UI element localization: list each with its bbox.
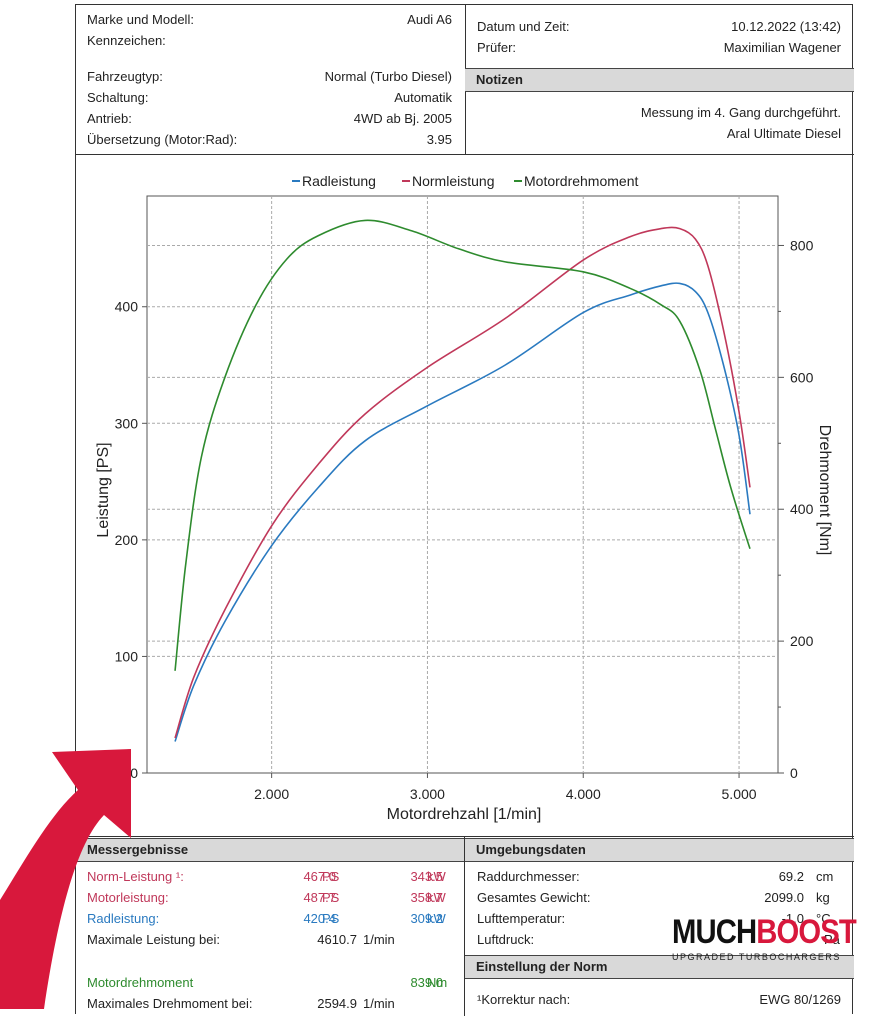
results-divider [464, 836, 465, 1016]
results-top-border [76, 836, 854, 837]
ratio-value: 3.95 [426, 132, 452, 147]
date-value: 10.12.2022 (13:42) [731, 19, 841, 34]
air-pressure-unit: Pa [824, 932, 840, 947]
series-layer [174, 219, 751, 742]
make-value: Audi A6 [407, 12, 452, 27]
ratio-label: Übersetzung (Motor:Rad): [87, 132, 238, 147]
torque-value: 839.0 [410, 975, 443, 990]
wheel-diameter-value: 69.2 [778, 869, 804, 884]
norm-correction-label: ¹Korrektur nach: [477, 992, 571, 1007]
wheel-power-ps: 420.4 [303, 911, 336, 926]
air-pressure-label: Luftdruck: [477, 932, 535, 947]
norm-header: Einstellung der Norm [465, 955, 854, 979]
series-line-motordrehmoment [174, 219, 751, 671]
norm-power-ps-unit: PS [322, 869, 340, 884]
engine-power-ps-unit: PS [322, 890, 340, 905]
torque-unit: Nm [427, 975, 448, 990]
plate-label: Kennzeichen: [87, 33, 166, 48]
logo-tagline: UPGRADED TURBOCHARGERS [672, 952, 841, 962]
date-label: Datum und Zeit: [477, 19, 570, 34]
air-temp-value: -1.0 [781, 911, 804, 926]
plot-frame [146, 195, 779, 774]
norm-power-kw-unit: kW [427, 869, 446, 884]
max-torque-unit: 1/min [363, 996, 395, 1011]
logo-much: MUCH [672, 913, 757, 951]
x-tick-label: 4.000 [566, 786, 601, 802]
y2-tick-label: 600 [790, 369, 814, 385]
y2-tick-label: 800 [790, 237, 814, 253]
muchboost-logo: MUCHBOOST UPGRADED TURBOCHARGERS [672, 912, 857, 968]
y-tick-label: 300 [115, 415, 139, 431]
engine-power-kw-unit: kW [427, 890, 446, 905]
y2-tick-label: 0 [790, 765, 798, 781]
legend-label-normleistung: Normleistung [412, 173, 494, 189]
tester-label: Prüfer: [477, 40, 517, 55]
air-temp-unit: °C [816, 911, 831, 926]
max-power-value: 4610.7 [317, 932, 357, 947]
max-torque-value: 2594.9 [317, 996, 357, 1011]
wheel-diameter-unit: cm [816, 869, 834, 884]
environment-header: Umgebungsdaten [465, 838, 854, 862]
max-power-unit: 1/min [363, 932, 395, 947]
total-weight-unit: kg [816, 890, 830, 905]
gear-label: Schaltung: [87, 90, 149, 105]
x-tick-label: 3.000 [410, 786, 445, 802]
series-line-normleistung [174, 226, 751, 739]
total-weight-value: 2099.0 [764, 890, 804, 905]
legend-label-radleistung: Radleistung [302, 173, 376, 189]
y-axis-label-left: Leistung [PS] [95, 442, 112, 537]
notes-line-1: Messung im 4. Gang durchgeführt. [640, 105, 841, 120]
tester-value: Maximilian Wagener [723, 40, 841, 55]
y2-tick-label: 200 [790, 633, 814, 649]
legend-layer: Radleistung Normleistung Motordrehmoment [292, 173, 638, 189]
type-label: Fahrzeugtyp: [87, 69, 163, 84]
type-value: Normal (Turbo Diesel) [324, 69, 452, 84]
drive-value: 4WD ab Bj. 2005 [353, 111, 452, 126]
wheel-power-kw: 309.2 [410, 911, 443, 926]
norm-power-ps: 467.0 [303, 869, 336, 884]
y-tick-label: 0 [130, 765, 138, 781]
air-temp-label: Lufttemperatur: [477, 911, 566, 926]
gear-value: Automatik [394, 90, 452, 105]
engine-power-kw: 358.7 [410, 890, 443, 905]
axis-layer: 2.000 3.000 4.000 5.000 0 100 200 300 400 0 200 400… [115, 237, 814, 802]
legend-label-motordrehmoment: Motordrehmoment [524, 173, 638, 189]
logo-boost: BOOST [756, 913, 857, 951]
y-tick-label: 400 [115, 299, 139, 315]
wheel-power-kw-unit: kW [427, 911, 446, 926]
y-tick-label: 100 [115, 648, 139, 664]
wheel-diameter-label: Raddurchmesser: [477, 869, 580, 884]
x-tick-label: 5.000 [722, 786, 757, 802]
series-line-radleistung [174, 282, 751, 742]
y-tick-label: 200 [115, 532, 139, 548]
grid-layer [146, 195, 779, 774]
notes-line-2: Aral Ultimate Diesel [726, 126, 841, 141]
y-axis-label-right: Drehmoment [Nm] [816, 425, 833, 556]
total-weight-label: Gesamtes Gewicht: [477, 890, 591, 905]
y2-tick-label: 400 [790, 501, 814, 517]
drive-label: Antrieb: [87, 111, 132, 126]
notes-header: Notizen [465, 68, 854, 92]
wheel-power-ps-unit: PS [322, 911, 340, 926]
norm-correction-value: EWG 80/1269 [759, 992, 841, 1007]
info-bottom-border [76, 154, 854, 155]
norm-power-kw: 343.5 [410, 869, 443, 884]
x-tick-label: 2.000 [254, 786, 289, 802]
engine-power-ps: 487.7 [303, 890, 336, 905]
make-label: Marke und Modell: [87, 12, 194, 27]
dyno-report-sheet: Marke und Modell: Audi A6 Kennzeichen: F… [75, 4, 854, 1016]
x-axis-label: Motordrehzahl [1/min] [387, 806, 542, 823]
